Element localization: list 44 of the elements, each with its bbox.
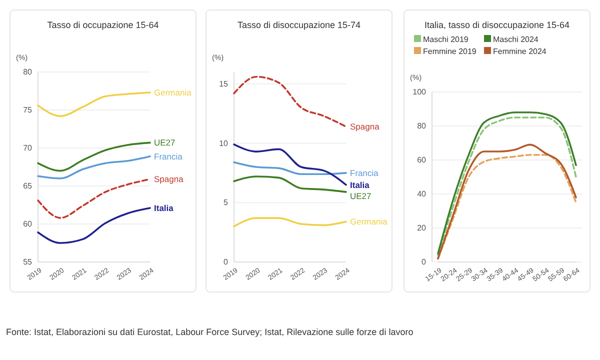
chart-title: Tasso di disoccupazione 15-74 (237, 20, 361, 30)
line-series (37, 142, 151, 172)
y-tick-label: 20 (417, 224, 427, 233)
series-label: Spagna (350, 122, 380, 132)
y-tick-label: 0 (224, 258, 229, 267)
y-tick-label: 5 (224, 198, 229, 208)
legend-label: Maschi 2024 (493, 35, 539, 44)
y-tick-label: 100 (412, 88, 427, 97)
chart-title: Italia, tasso di disoccupazione 15-64 (424, 20, 570, 30)
series-label: Germania (350, 216, 388, 227)
line-series (233, 217, 347, 228)
series-label: Germania (154, 88, 192, 98)
legend-label: Maschi 2019 (423, 35, 469, 44)
series-label: UE27 (350, 190, 372, 201)
series-label: Italia (350, 180, 370, 190)
chart-title: Tasso di occupazione 15-64 (47, 20, 159, 30)
series-label: Francia (154, 151, 183, 162)
y-tick-label: 55 (23, 258, 33, 267)
y-tick-label: 80 (23, 68, 33, 77)
legend-label: Femmine 2019 (423, 47, 477, 56)
y-tick-label: 65 (23, 182, 33, 191)
y-tick-label: 10 (219, 138, 229, 148)
y-tick-label: 40 (417, 190, 427, 199)
line-series (37, 207, 151, 244)
y-tick-label: 0 (422, 258, 427, 267)
line-series (37, 155, 151, 180)
series-label: Francia (350, 168, 379, 178)
y-tick-label: 15 (219, 79, 229, 88)
y-tick-label: 75 (23, 106, 33, 115)
y-tick-label: 80 (417, 122, 427, 131)
y-tick-label: 70 (23, 144, 33, 153)
legend-label: Femmine 2024 (493, 47, 547, 56)
line-series (37, 92, 151, 117)
line-series (233, 144, 347, 186)
line-series (37, 178, 151, 219)
y-tick-label: 60 (417, 156, 427, 165)
line-series (233, 176, 347, 193)
line-series (233, 161, 347, 176)
y-tick-label: 60 (23, 220, 33, 229)
series-label: Italia (154, 203, 174, 214)
line-series (233, 76, 347, 128)
series-label: Spagna (154, 174, 184, 184)
series-label: UE27 (154, 138, 176, 148)
source-note: Fonte: Istat, Elaborazioni su dati Eurostat, Labour Force Survey; Istat, Rilevazione sulle forze di lavoro (6, 327, 414, 337)
